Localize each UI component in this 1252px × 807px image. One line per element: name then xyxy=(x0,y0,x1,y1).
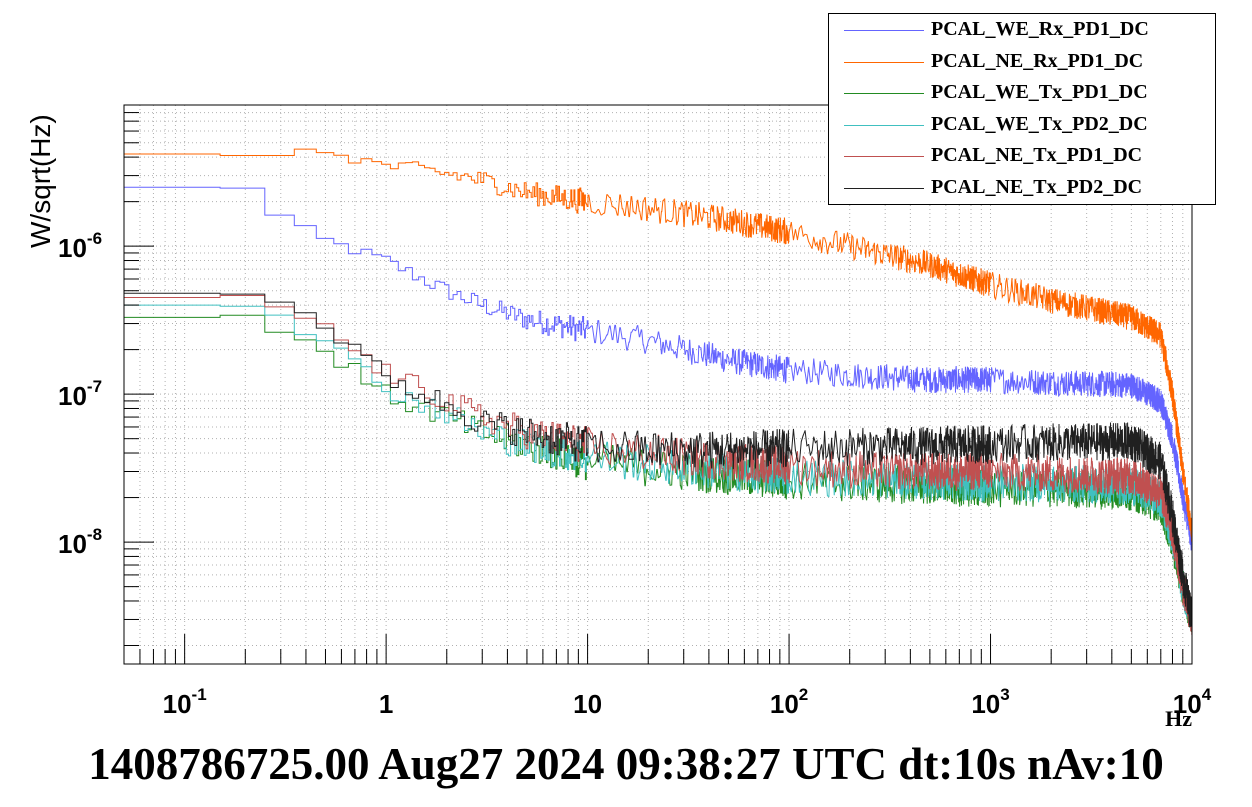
series-line xyxy=(124,295,1193,635)
x-axis-title: Hz xyxy=(1165,706,1192,731)
legend-swatch xyxy=(844,124,924,126)
legend-swatch xyxy=(844,187,924,189)
y-tick-label: 10-7 xyxy=(58,377,102,411)
legend-entry: PCAL_WE_Tx_PD2_DC xyxy=(829,110,1217,142)
legend-swatch xyxy=(844,30,924,31)
ticks xyxy=(123,104,1193,664)
x-tick-label: 104 xyxy=(1173,685,1212,719)
legend-label: PCAL_NE_Tx_PD1_DC xyxy=(931,144,1143,166)
legend-label: PCAL_NE_Rx_PD1_DC xyxy=(931,49,1144,72)
legend-entry: PCAL_NE_Rx_PD1_DC xyxy=(829,47,1217,79)
legend-label: PCAL_WE_Rx_PD1_DC xyxy=(931,18,1149,40)
legend-label: PCAL_WE_Tx_PD2_DC xyxy=(931,112,1148,135)
series-line xyxy=(124,314,1193,632)
legend-swatch xyxy=(844,156,924,157)
y-tick-label: 10-6 xyxy=(58,229,102,263)
y-axis-title: W/sqrt(Hz) xyxy=(25,114,56,248)
x-tick-label: 102 xyxy=(770,685,808,719)
plot-frame xyxy=(123,104,1193,665)
series-line xyxy=(124,186,1193,551)
series-line xyxy=(124,304,1193,627)
legend-label: PCAL_NE_Tx_PD2_DC xyxy=(931,175,1143,198)
x-tick-label: 10 xyxy=(573,689,602,719)
legend-entry: PCAL_NE_Tx_PD1_DC xyxy=(829,141,1217,173)
legend: PCAL_WE_Rx_PD1_DC PCAL_NE_Rx_PD1_DC PCAL_W… xyxy=(828,13,1216,205)
legend-entry: PCAL_WE_Rx_PD1_DC xyxy=(829,15,1217,47)
series-layer xyxy=(124,148,1193,635)
legend-entry: PCAL_WE_Tx_PD1_DC xyxy=(829,78,1217,110)
tick-labels: 10-1 1 10 102 103 104 10-8 10-7 10-6 xyxy=(58,229,1212,719)
series-line xyxy=(124,148,1193,542)
x-tick-label: 103 xyxy=(971,685,1009,719)
y-tick-label: 10-8 xyxy=(58,525,102,559)
legend-swatch xyxy=(844,93,924,94)
legend-label: PCAL_WE_Tx_PD1_DC xyxy=(931,81,1148,103)
legend-entry: PCAL_NE_Tx_PD2_DC xyxy=(829,173,1217,205)
series-line xyxy=(124,292,1193,628)
caption: 1408786725.00 Aug27 2024 09:38:27 UTC dt… xyxy=(88,739,1164,789)
x-tick-label: 10-1 xyxy=(163,685,207,719)
legend-swatch xyxy=(844,61,924,63)
x-tick-label: 1 xyxy=(379,689,393,719)
